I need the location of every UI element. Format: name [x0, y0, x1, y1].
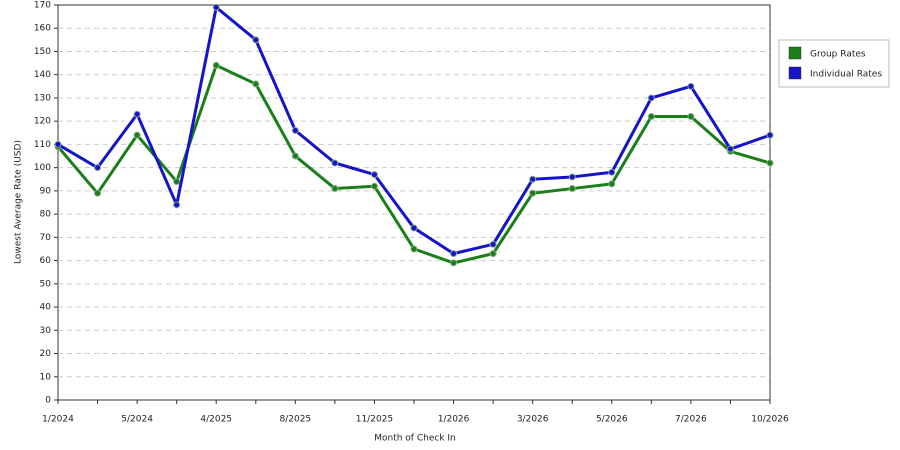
- x-tick-label: 5/2024: [121, 415, 153, 425]
- y-tick-label: 130: [34, 93, 51, 103]
- x-tick-label: 5/2026: [596, 415, 628, 425]
- y-tick-label: 160: [34, 24, 51, 34]
- data-point: [212, 61, 220, 69]
- plot-area: [57, 4, 771, 401]
- data-point: [568, 173, 576, 181]
- data-point: [133, 131, 141, 139]
- data-point: [252, 80, 260, 88]
- y-tick-label: 80: [40, 210, 52, 220]
- data-point: [489, 240, 497, 248]
- y-tick-label: 120: [34, 117, 51, 127]
- data-point: [726, 145, 734, 153]
- legend-swatch: [788, 46, 802, 60]
- y-tick-label: 90: [40, 186, 52, 196]
- data-point: [173, 201, 181, 209]
- data-point: [410, 245, 418, 253]
- data-point: [331, 185, 339, 193]
- data-point: [450, 250, 458, 258]
- y-tick-label: 50: [40, 279, 52, 289]
- data-point: [94, 164, 102, 172]
- y-tick-label: 0: [45, 396, 51, 406]
- x-tick-label: 3/2026: [517, 415, 549, 425]
- data-point: [647, 94, 655, 102]
- data-point: [370, 171, 378, 179]
- y-tick-label: 60: [40, 256, 52, 266]
- data-point: [54, 140, 62, 148]
- data-point: [291, 126, 299, 134]
- data-point: [173, 178, 181, 186]
- data-point: [94, 189, 102, 197]
- y-tick-label: 110: [34, 140, 51, 150]
- data-point: [212, 3, 220, 11]
- y-tick-label: 30: [40, 326, 52, 336]
- y-axis-title: Lowest Average Rate (USD): [14, 140, 24, 264]
- x-tick-label: 1/2024: [42, 415, 74, 425]
- data-point: [529, 189, 537, 197]
- x-axis-title: Month of Check In: [374, 434, 456, 444]
- data-point: [608, 168, 616, 176]
- data-point: [529, 175, 537, 183]
- y-tick-label: 10: [40, 372, 52, 382]
- y-tick-label: 70: [40, 233, 52, 243]
- data-point: [766, 159, 774, 167]
- data-point: [766, 131, 774, 139]
- legend-label: Individual Rates: [810, 70, 882, 80]
- y-tick-label: 100: [34, 163, 51, 173]
- data-point: [450, 259, 458, 267]
- data-point: [489, 250, 497, 258]
- x-tick-label: 1/2026: [438, 415, 470, 425]
- data-point: [252, 36, 260, 44]
- data-point: [608, 180, 616, 188]
- legend-label: Group Rates: [810, 50, 866, 60]
- data-point: [133, 110, 141, 118]
- data-point: [687, 82, 695, 90]
- data-point: [647, 113, 655, 121]
- y-tick-label: 40: [40, 303, 52, 313]
- x-tick-label: 10/2026: [751, 415, 789, 425]
- data-point: [410, 224, 418, 232]
- y-tick-label: 140: [34, 70, 51, 80]
- y-tick-label: 20: [40, 349, 52, 359]
- data-point: [568, 185, 576, 193]
- x-tick-label: 8/2025: [279, 415, 311, 425]
- y-tick-label: 170: [34, 1, 51, 11]
- y-tick-label: 150: [34, 47, 51, 57]
- x-tick-label: 4/2025: [200, 415, 232, 425]
- data-point: [687, 113, 695, 121]
- data-point: [291, 152, 299, 160]
- x-tick-label: 11/2025: [356, 415, 393, 425]
- legend-swatch: [788, 66, 802, 80]
- x-tick-label: 7/2026: [675, 415, 707, 425]
- data-point: [331, 159, 339, 167]
- data-point: [370, 182, 378, 190]
